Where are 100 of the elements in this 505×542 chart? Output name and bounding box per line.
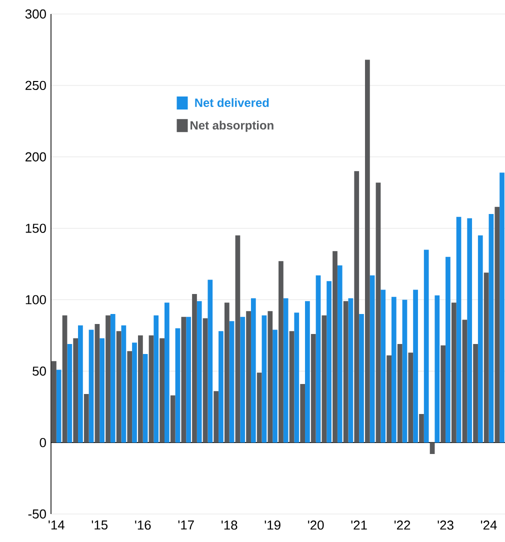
bar [488,214,494,443]
bar [105,315,110,443]
bar [472,344,478,443]
bar [494,206,500,443]
bar [94,324,100,443]
bar [386,355,392,443]
bar [186,316,191,443]
bar [391,296,396,443]
bar [138,335,143,443]
bar [218,331,224,443]
y-tick-label: 300 [25,9,46,19]
bar [67,344,72,443]
x-tick-label: '21 [351,520,367,530]
bar [304,301,310,443]
y-tick-label: 0 [40,438,46,448]
bar [51,361,56,443]
bar [192,294,197,443]
bar [110,314,116,443]
bar [456,216,462,443]
bar [316,275,320,443]
bar [240,316,245,443]
bar [434,295,440,443]
bar [262,315,266,443]
bar [380,290,386,443]
bar [478,235,483,443]
bar [326,281,332,443]
bar [78,325,83,443]
bar [159,338,164,443]
x-tick-label: '19 [264,520,280,530]
bar [272,330,278,443]
bar [175,328,180,443]
bar [440,345,446,443]
x-tick-label: '15 [92,520,108,530]
y-tick-label: -50 [28,509,46,519]
bar [332,251,338,443]
x-tick-label: '16 [134,520,151,530]
bar [300,384,305,443]
x-tick-label: '14 [48,520,64,530]
bar [268,311,272,443]
bar [170,395,176,443]
y-tick-label: 250 [25,80,46,90]
bar [289,331,294,443]
bar [348,298,353,443]
bar [397,344,402,443]
legend-label: Net delivered [195,98,268,107]
bar [84,394,89,443]
bar [246,311,251,443]
bar [484,272,489,443]
bar [256,372,262,443]
legend-label: Net absorption [190,120,274,132]
x-tick-label: '20 [308,520,324,530]
bar [181,316,186,443]
bar [224,302,230,443]
bar [310,334,316,443]
bar [229,321,234,443]
bar [451,302,456,443]
bar [418,414,424,443]
bar [430,442,435,454]
bar [278,261,284,443]
bar [196,301,202,443]
bar [402,300,407,443]
y-tick-label: 200 [25,152,46,162]
bar [354,171,359,443]
bar [142,354,148,443]
bar [462,320,467,443]
y-tick-label: 100 [26,295,46,304]
bar [408,352,413,443]
x-tick-label: '18 [221,520,238,530]
x-tick-label: '17 [178,520,194,530]
bar [283,298,288,443]
bar [62,315,68,443]
bar [99,338,104,443]
y-tick-label: 150 [26,224,46,233]
bar [72,338,78,443]
bar [250,298,256,443]
bar [208,280,212,443]
bar [154,315,158,443]
bar [343,301,348,443]
bar [370,275,375,443]
bar [116,331,122,443]
bar [148,335,154,443]
x-tick-label: '22 [394,520,410,530]
bar [294,312,299,443]
bar [445,256,450,443]
bar [322,315,326,443]
bar [376,182,380,443]
bar [121,325,126,443]
bar [466,218,472,443]
y-tick-label: 50 [32,366,46,376]
bar [132,342,137,443]
bar [127,351,132,443]
bar [364,60,370,443]
bar [499,172,504,443]
bar [235,235,240,443]
x-tick-label: '23 [438,520,454,530]
x-tick-label: '24 [480,520,497,530]
bar [358,314,364,443]
bar [337,265,342,443]
bar [213,391,218,443]
bar [202,318,208,443]
